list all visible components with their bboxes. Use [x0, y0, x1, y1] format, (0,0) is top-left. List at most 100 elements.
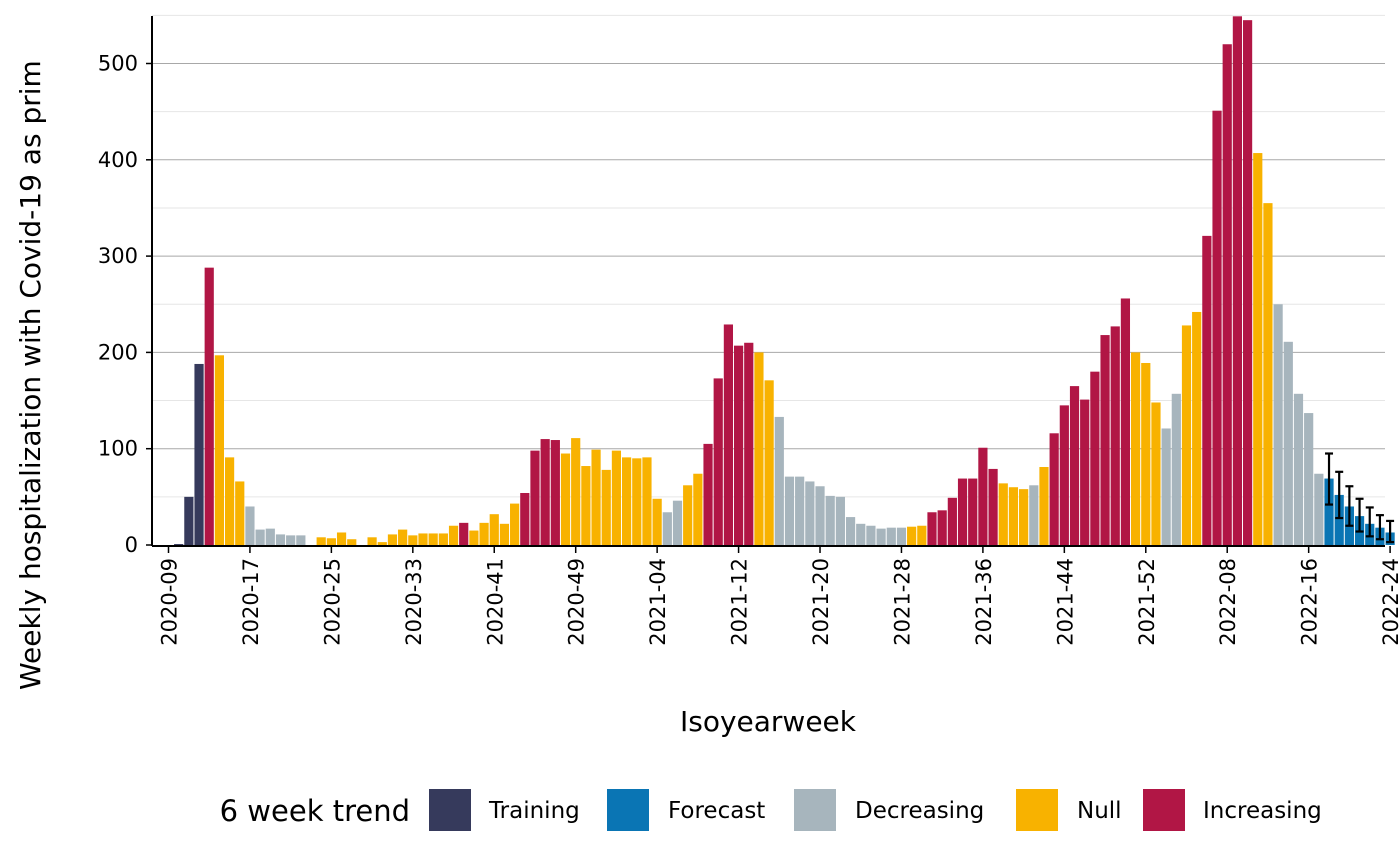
bar-2022-17: 2022-17: 74 (Decreasing)	[1314, 473, 1324, 545]
error-bar-2022-20	[1345, 485, 1354, 527]
x-tick-label: 2021-36	[972, 558, 996, 646]
bar-2021-44: 2021-44: 145 (Increasing)	[1059, 405, 1069, 545]
bar-2021-23: 2021-23: 29 (Decreasing)	[845, 517, 856, 545]
bar-2022-10: 2022-10: 545 (Increasing)	[1242, 20, 1253, 546]
legend-label-increasing: Increasing	[1203, 798, 1322, 824]
bar-2021-27: 2021-27: 18 (Decreasing)	[886, 527, 896, 545]
bar-2021-09: 2021-09: 105 (Increasing)	[703, 443, 713, 545]
x-tick-label: 2021-20	[809, 558, 833, 646]
bar-2021-39: 2021-39: 60 (Null)	[1008, 487, 1019, 545]
bar-2022-15: 2022-15: 157 (Decreasing)	[1293, 393, 1304, 545]
bar-2020-30: 2020-30: 3 (Null)	[377, 542, 387, 545]
bar-2020-42: 2020-42: 22 (Null)	[499, 523, 510, 545]
bar-2021-36: 2021-36: 101 (Increasing)	[978, 447, 988, 545]
bar-2020-15: 2020-15: 91 (Null)	[224, 457, 235, 545]
bar-2020-33: 2020-33: 10 (Null)	[408, 535, 418, 545]
bar-2020-21: 2020-21: 10 (Decreasing)	[286, 535, 296, 545]
bar-2021-42: 2021-42: 81 (Null)	[1039, 466, 1049, 545]
bar-2021-13: 2021-13: 210 (Increasing)	[744, 342, 754, 545]
error-bar-2022-22	[1365, 506, 1374, 538]
bar-2020-46: 2020-46: 110 (Increasing)	[540, 439, 550, 545]
bar-2021-03: 2021-03: 91 (Null)	[642, 457, 652, 545]
bar-2021-05: 2021-05: 34 (Decreasing)	[662, 512, 672, 545]
bar-2021-32: 2021-32: 36 (Increasing)	[937, 510, 947, 545]
error-bar-2022-19	[1335, 470, 1344, 520]
y-axis-title: Weekly hospitalization with Covid-19 as …	[14, 60, 47, 690]
bar-2020-29: 2020-29: 8 (Null)	[367, 537, 377, 545]
y-tick-label: 400	[98, 148, 138, 172]
legend-label-decreasing: Decreasing	[855, 798, 984, 824]
bar-2021-06: 2021-06: 46 (Decreasing)	[672, 500, 683, 545]
bar-2021-08: 2021-08: 74 (Null)	[693, 473, 703, 545]
bar-2020-45: 2020-45: 98 (Increasing)	[530, 450, 540, 545]
x-tick-label: 2021-28	[890, 558, 914, 646]
bar-2021-30: 2021-30: 20 (Null)	[917, 525, 927, 545]
x-tick-label: 2020-09	[158, 558, 182, 646]
x-tick-label: 2020-25	[320, 558, 344, 646]
x-tick-label: 2020-33	[402, 558, 426, 646]
bar-2020-53: 2020-53: 98 (Null)	[611, 450, 622, 545]
bar-2021-35: 2021-35: 69 (Increasing)	[968, 478, 978, 545]
bar-2020-18: 2020-18: 16 (Decreasing)	[255, 529, 265, 545]
bar-2021-49: 2021-49: 227 (Increasing)	[1110, 326, 1120, 545]
bar-2021-10: 2021-10: 173 (Increasing)	[713, 378, 723, 545]
bar-2021-01: 2021-01: 91 (Null)	[622, 457, 632, 545]
bar-2020-12: 2020-12: 188 (Training)	[194, 363, 204, 545]
bar-2021-28: 2021-28: 18 (Decreasing)	[896, 527, 907, 545]
legend-key-forecast	[607, 789, 649, 831]
bar-2021-37: 2021-37: 79 (Increasing)	[988, 468, 998, 545]
x-tick-label: 2021-12	[728, 558, 752, 646]
bar-2020-20: 2020-20: 11 (Decreasing)	[275, 534, 286, 545]
x-tick-label: 2021-44	[1053, 558, 1077, 646]
bar-2022-09: 2022-09: 549 (Increasing)	[1232, 16, 1242, 546]
bar-2021-34: 2021-34: 69 (Increasing)	[957, 478, 968, 545]
bar-2020-13: 2020-13: 288 (Increasing)	[204, 267, 214, 545]
bar-2021-22: 2021-22: 50 (Decreasing)	[835, 496, 845, 545]
legend-key-increasing	[1143, 789, 1185, 831]
bar-2020-37: 2020-37: 20 (Null)	[448, 525, 459, 545]
bar-2021-41: 2021-41: 62 (Decreasing)	[1029, 485, 1039, 545]
y-tick-label: 300	[98, 244, 138, 268]
x-tick-label: 2022-16	[1298, 558, 1322, 646]
bar-2020-36: 2020-36: 12 (Null)	[438, 533, 448, 545]
y-tick-label: 200	[98, 340, 138, 364]
bar-2021-17: 2021-17: 71 (Decreasing)	[784, 476, 795, 545]
bar-2020-43: 2020-43: 43 (Null)	[510, 503, 520, 545]
bar-2020-44: 2020-44: 54 (Increasing)	[520, 492, 530, 545]
bar-2020-32: 2020-32: 16 (Null)	[398, 529, 408, 545]
bar-2021-38: 2021-38: 64 (Null)	[998, 483, 1008, 545]
bar-2022-14: 2022-14: 211 (Decreasing)	[1283, 341, 1293, 545]
bar-2020-24: 2020-24: 8 (Null)	[316, 537, 326, 545]
bar-2022-11: 2022-11: 407 (Null)	[1253, 153, 1263, 545]
bars: 2020-09: 0 (Training)2020-10: 1 (Trainin…	[174, 16, 1395, 546]
bar-2020-38: 2020-38: 23 (Increasing)	[459, 522, 469, 545]
bar-2020-17: 2020-17: 40 (Decreasing)	[245, 506, 255, 545]
error-bar-2022-23	[1375, 514, 1384, 541]
bar-2020-19: 2020-19: 17 (Decreasing)	[265, 528, 275, 545]
bar-2021-15: 2021-15: 171 (Null)	[764, 380, 774, 545]
bar-2021-29: 2021-29: 19 (Null)	[907, 526, 917, 545]
bar-2021-07: 2021-07: 62 (Null)	[683, 485, 693, 545]
legend: 6 week trend Training Forecast Decreasing N…	[220, 789, 1322, 831]
x-tick-label: 2022-08	[1216, 558, 1240, 646]
bar-2022-12: 2022-12: 355 (Null)	[1263, 203, 1273, 545]
bar-2020-48: 2020-48: 95 (Null)	[560, 453, 571, 545]
x-tick-label: 2020-41	[483, 558, 507, 646]
bar-2020-34: 2020-34: 12 (Null)	[418, 533, 428, 545]
bar-2020-27: 2020-27: 6 (Null)	[347, 539, 357, 545]
bar-2020-40: 2020-40: 23 (Null)	[479, 522, 489, 545]
y-axis-ticks: 0 100 200 300 400 500	[98, 52, 152, 557]
bar-2021-43: 2021-43: 116 (Increasing)	[1049, 433, 1059, 545]
bar-2022-13: 2022-13: 250 (Decreasing)	[1273, 304, 1283, 545]
error-bar-2022-21	[1355, 497, 1364, 533]
bar-2021-31: 2021-31: 34 (Increasing)	[927, 512, 937, 545]
bar-2022-16: 2022-16: 137 (Decreasing)	[1304, 413, 1314, 545]
bar-2020-16: 2020-16: 66 (Null)	[235, 481, 245, 545]
bar-2021-14: 2021-14: 200 (Null)	[754, 352, 764, 545]
bar-2022-06: 2022-06: 321 (Increasing)	[1202, 235, 1212, 545]
bar-2021-52: 2021-52: 189 (Null)	[1141, 362, 1151, 545]
bar-2021-11: 2021-11: 229 (Increasing)	[723, 324, 733, 545]
x-axis-title: Isoyearweek	[680, 705, 857, 738]
bar-2020-47: 2020-47: 109 (Increasing)	[550, 440, 560, 545]
legend-key-null	[1016, 789, 1058, 831]
